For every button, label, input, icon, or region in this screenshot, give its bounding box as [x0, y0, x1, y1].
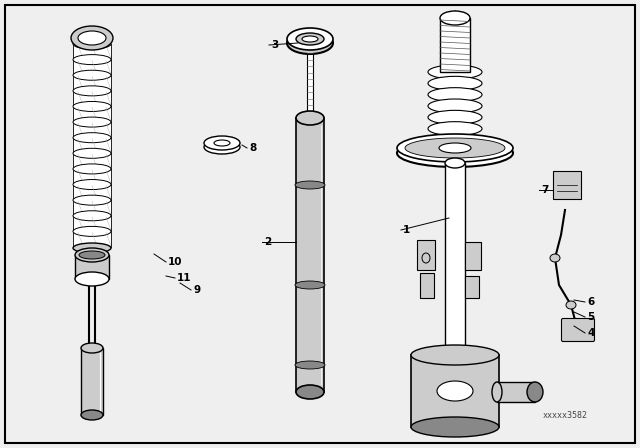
Ellipse shape — [79, 251, 105, 259]
Ellipse shape — [397, 139, 513, 167]
Bar — [465, 276, 479, 298]
Text: 2: 2 — [264, 237, 271, 247]
Text: 9: 9 — [193, 285, 200, 295]
Ellipse shape — [73, 70, 111, 80]
Text: 7: 7 — [541, 185, 548, 195]
Ellipse shape — [73, 211, 111, 221]
Ellipse shape — [73, 86, 111, 96]
Ellipse shape — [397, 134, 513, 162]
Ellipse shape — [287, 28, 333, 50]
Ellipse shape — [411, 417, 499, 437]
FancyBboxPatch shape — [561, 319, 595, 341]
Ellipse shape — [296, 33, 324, 45]
Text: 10: 10 — [168, 257, 182, 267]
Bar — [411, 355, 499, 427]
Ellipse shape — [440, 11, 470, 25]
Ellipse shape — [73, 180, 111, 190]
Bar — [75, 255, 109, 279]
Ellipse shape — [527, 382, 543, 402]
Ellipse shape — [287, 32, 333, 54]
Ellipse shape — [428, 122, 482, 136]
Ellipse shape — [295, 281, 325, 289]
Text: 11: 11 — [177, 273, 191, 283]
Ellipse shape — [73, 133, 111, 143]
Bar — [73, 122, 111, 138]
Ellipse shape — [73, 148, 111, 158]
Ellipse shape — [566, 301, 576, 309]
Bar — [73, 138, 111, 153]
Ellipse shape — [204, 136, 240, 150]
Text: 4: 4 — [587, 328, 595, 338]
Bar — [420, 273, 434, 298]
Ellipse shape — [81, 410, 103, 420]
Bar — [497, 382, 535, 402]
Ellipse shape — [71, 26, 113, 50]
Ellipse shape — [428, 65, 482, 79]
Bar — [73, 107, 111, 122]
Bar — [81, 348, 103, 415]
Ellipse shape — [428, 110, 482, 125]
Ellipse shape — [302, 36, 318, 42]
Ellipse shape — [405, 138, 505, 158]
Ellipse shape — [73, 101, 111, 112]
Bar — [73, 60, 111, 75]
Ellipse shape — [411, 345, 499, 365]
Ellipse shape — [78, 31, 106, 45]
Ellipse shape — [73, 117, 111, 127]
Bar — [307, 50, 313, 118]
Ellipse shape — [214, 140, 230, 146]
Ellipse shape — [204, 140, 240, 154]
Ellipse shape — [437, 381, 473, 401]
Bar — [73, 231, 111, 247]
Bar — [553, 171, 581, 199]
Ellipse shape — [75, 272, 109, 286]
Bar — [465, 242, 481, 270]
Bar — [296, 118, 324, 392]
Text: 5: 5 — [587, 312, 595, 322]
Ellipse shape — [73, 164, 111, 174]
Ellipse shape — [428, 99, 482, 113]
Ellipse shape — [73, 55, 111, 65]
Bar — [73, 169, 111, 185]
Ellipse shape — [73, 195, 111, 205]
Ellipse shape — [296, 111, 324, 125]
Bar — [73, 91, 111, 107]
Ellipse shape — [81, 343, 103, 353]
Ellipse shape — [296, 385, 324, 399]
Bar — [73, 75, 111, 91]
Ellipse shape — [492, 382, 502, 402]
Text: 8: 8 — [249, 143, 256, 153]
Ellipse shape — [428, 76, 482, 90]
Bar — [73, 44, 111, 60]
Bar — [73, 153, 111, 169]
Ellipse shape — [295, 181, 325, 189]
Bar — [445, 163, 465, 355]
Ellipse shape — [73, 243, 111, 253]
Ellipse shape — [550, 254, 560, 262]
Bar — [417, 240, 435, 270]
Text: 3: 3 — [271, 40, 278, 50]
Ellipse shape — [445, 158, 465, 168]
Bar — [73, 216, 111, 231]
Text: 6: 6 — [587, 297, 595, 307]
Ellipse shape — [73, 226, 111, 237]
Bar — [73, 200, 111, 216]
Text: 1: 1 — [403, 225, 410, 235]
Ellipse shape — [422, 253, 430, 263]
Text: xxxxx3582: xxxxx3582 — [543, 410, 588, 419]
Ellipse shape — [295, 361, 325, 369]
Ellipse shape — [439, 143, 471, 153]
Bar — [440, 18, 470, 72]
Ellipse shape — [73, 39, 111, 49]
Ellipse shape — [428, 88, 482, 102]
Bar — [73, 185, 111, 200]
Ellipse shape — [75, 248, 109, 262]
